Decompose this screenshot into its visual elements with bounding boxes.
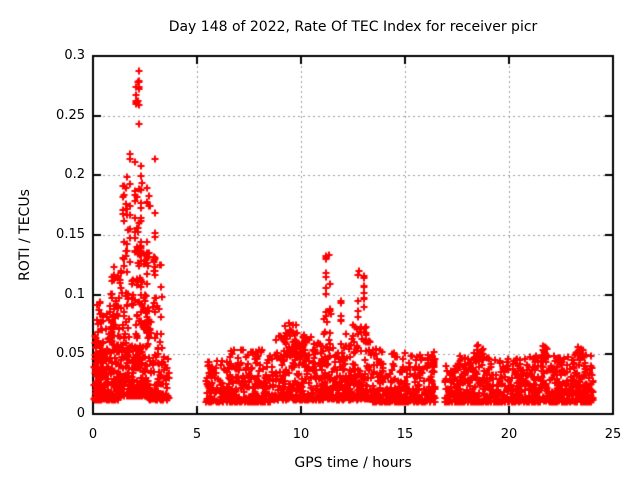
x-tick-label: 10 (292, 427, 310, 442)
y-tick-label: 0.15 (56, 227, 85, 242)
y-tick-label: 0.2 (64, 167, 85, 182)
y-tick-label: 0.05 (56, 346, 85, 361)
x-tick-label: 5 (192, 427, 202, 442)
y-tick-label: 0 (76, 406, 85, 421)
x-axis-title: GPS time / hours (294, 455, 412, 471)
x-tick-label: 15 (396, 427, 414, 442)
x-tick-label: 25 (604, 427, 622, 442)
x-tick-label: 20 (500, 427, 518, 442)
y-axis-title: ROTI / TECUs (17, 189, 33, 281)
x-tick-label: 0 (88, 427, 98, 442)
y-tick-label: 0.25 (56, 108, 85, 123)
chart-title: Day 148 of 2022, Rate Of TEC Index for r… (168, 19, 538, 35)
y-tick-label: 0.1 (64, 287, 85, 302)
y-tick-label: 0.3 (64, 48, 85, 63)
